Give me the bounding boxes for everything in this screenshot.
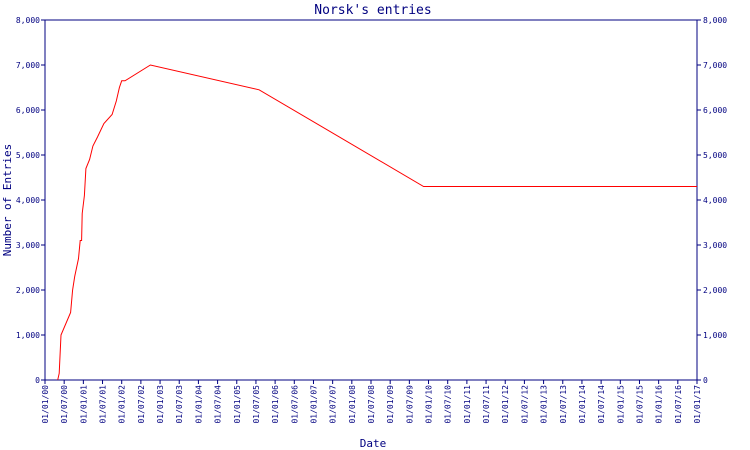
y-tick-label-right: 4,000 (703, 196, 727, 205)
x-tick-label: 01/07/08 (367, 385, 376, 424)
x-tick-label: 01/01/14 (578, 385, 587, 424)
y-ticks-right: 0 1,000 2,000 3,000 4,000 5,000 6,000 7,000 8,00… (697, 16, 727, 385)
x-tick-label: 01/07/15 (635, 385, 644, 424)
x-tick-label: 01/01/13 (540, 385, 549, 424)
x-tick-label: 01/01/15 (616, 385, 625, 424)
x-tick-label: 01/07/01 (99, 385, 108, 424)
x-tick-label: 01/01/09 (386, 385, 395, 424)
x-tick-label: 01/01/16 (655, 385, 664, 424)
y-tick-label-right: 6,000 (703, 106, 727, 115)
x-tick-label: 01/01/07 (309, 385, 318, 424)
x-tick-label: 01/07/06 (290, 385, 299, 424)
y-tick-label-right: 5,000 (703, 151, 727, 160)
x-tick-label: 01/07/16 (674, 385, 683, 424)
x-tick-label: 01/01/06 (271, 385, 280, 424)
x-tick-label: 01/01/04 (194, 385, 203, 424)
chart-title: Norsk's entries (314, 3, 431, 18)
y-tick-label: 0 (35, 376, 40, 385)
x-tick-label: 01/01/08 (348, 385, 357, 424)
x-tick-label: 01/01/11 (463, 385, 472, 424)
y-tick-label: 1,000 (16, 331, 40, 340)
y-tick-label: 2,000 (16, 286, 40, 295)
x-tick-label: 01/01/10 (425, 385, 434, 424)
x-tick-label: 01/07/00 (60, 385, 69, 424)
x-tick-label: 01/01/00 (41, 385, 50, 424)
x-tick-label: 01/07/12 (520, 385, 529, 424)
y-tick-label-right: 7,000 (703, 61, 727, 70)
y-ticks-left: 0 1,000 2,000 3,000 4,000 5,000 6,000 7,000 8,00… (16, 16, 45, 385)
x-tick-label: 01/07/03 (175, 385, 184, 424)
y-tick-label-right: 3,000 (703, 241, 727, 250)
x-tick-label: 01/07/05 (252, 385, 261, 424)
x-tick-label: 01/07/02 (137, 385, 146, 424)
y-tick-label: 7,000 (16, 61, 40, 70)
y-axis-label: Number of Entries (1, 144, 14, 257)
x-tick-label: 01/01/17 (693, 385, 702, 424)
y-tick-label: 6,000 (16, 106, 40, 115)
x-ticks: 01/01/00 01/07/00 01/01/01 01/07/01 01/01/02… (41, 380, 702, 424)
x-tick-label: 01/01/12 (501, 385, 510, 424)
series-line (57, 64, 697, 381)
x-axis-label: Date (360, 437, 387, 450)
x-tick-label: 01/07/11 (482, 385, 491, 424)
x-tick-label: 01/07/14 (597, 385, 606, 424)
y-tick-label: 3,000 (16, 241, 40, 250)
y-tick-label-right: 1,000 (703, 331, 727, 340)
plot-frame (44, 19, 698, 381)
y-tick-label: 5,000 (16, 151, 40, 160)
x-tick-label: 01/01/01 (79, 385, 88, 424)
x-tick-label: 01/07/04 (214, 385, 223, 424)
x-tick-label: 01/07/07 (329, 385, 338, 424)
x-tick-label: 01/01/03 (156, 385, 165, 424)
x-tick-label: 01/01/02 (118, 385, 127, 424)
y-tick-label: 4,000 (16, 196, 40, 205)
y-tick-label-right: 2,000 (703, 286, 727, 295)
x-tick-label: 01/07/09 (405, 385, 414, 424)
y-tick-label: 8,000 (16, 16, 40, 25)
x-tick-label: 01/01/05 (233, 385, 242, 424)
x-tick-label: 01/07/13 (559, 385, 568, 424)
x-tick-label: 01/07/10 (444, 385, 453, 424)
y-tick-label-right: 0 (703, 376, 708, 385)
y-tick-label-right: 8,000 (703, 16, 727, 25)
